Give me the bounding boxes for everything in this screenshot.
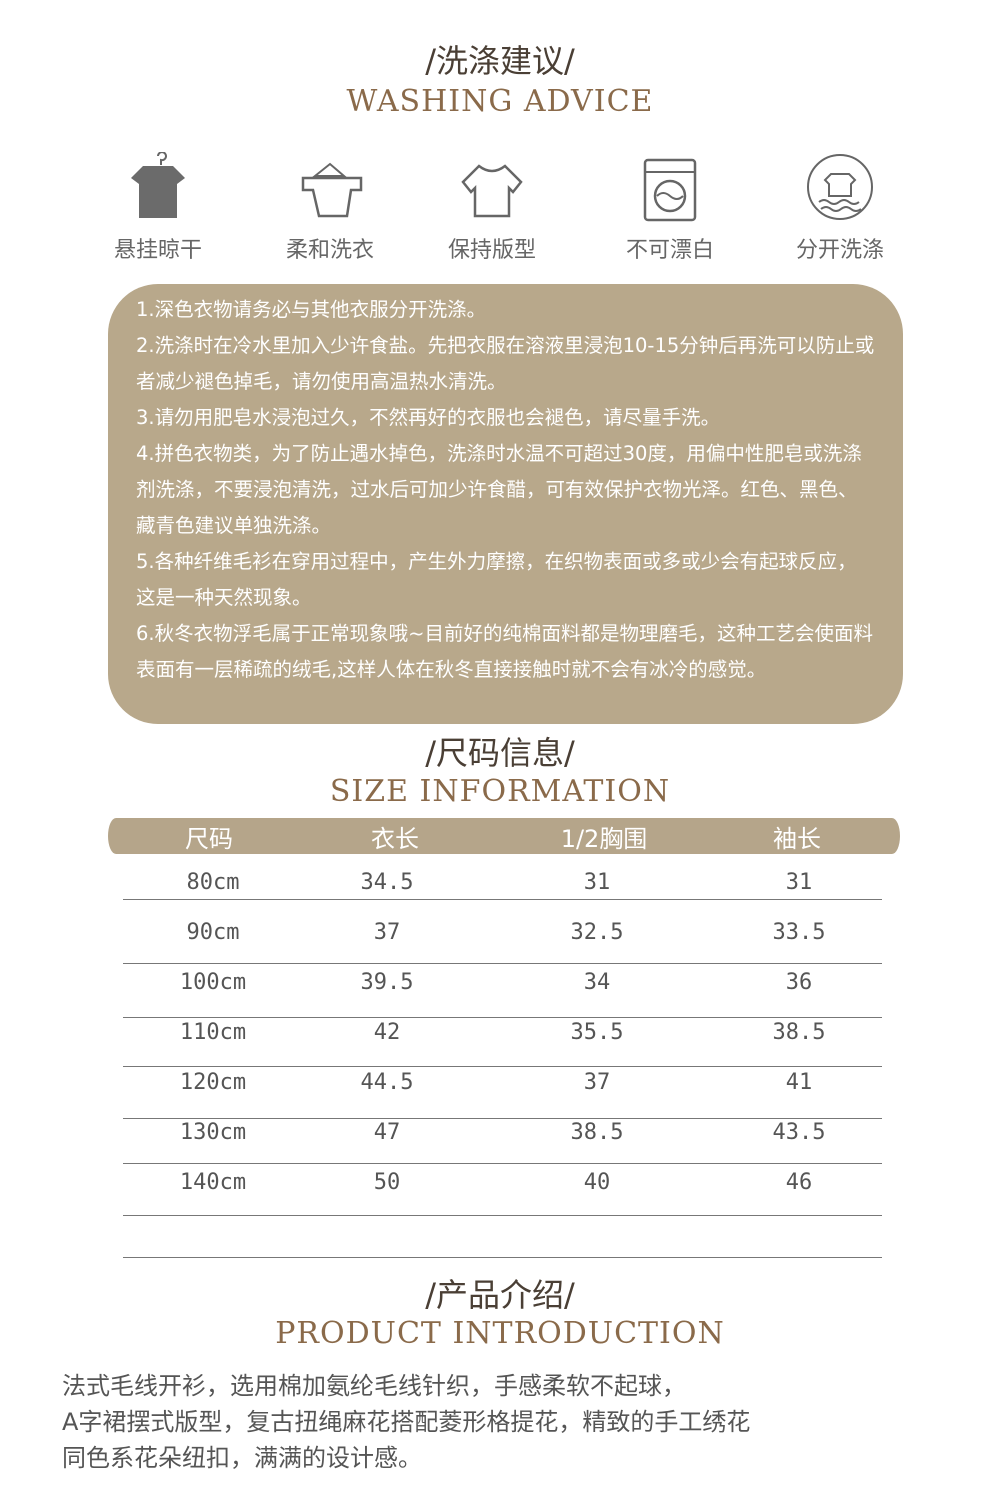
- table-cell: 90cm: [186, 920, 240, 945]
- intro-title-zh: /产品介绍/: [425, 1276, 575, 1314]
- intro-title-en: PRODUCT INTRODUCTION: [275, 1316, 725, 1351]
- table-cell: 50: [373, 1170, 401, 1195]
- detergent-scoop-icon: [301, 162, 363, 218]
- row-divider: [123, 899, 882, 900]
- icon-label: 悬挂晾干: [113, 238, 202, 263]
- note-2: 2.洗涤时在冷水里加入少许食盐。先把衣服在溶液里浸泡10-15分钟后再洗可以防止…: [136, 334, 875, 393]
- hanging-shirt-icon: [131, 152, 185, 218]
- intro-line: 法式毛线开衫，选用棉加氨纶毛线针织，手感柔软不起球，: [62, 1372, 686, 1400]
- table-cell: 37: [373, 920, 401, 945]
- table-cell: 110cm: [179, 1020, 247, 1045]
- icon-label: 不可漂白: [625, 238, 714, 263]
- table-cell: 140cm: [179, 1170, 247, 1195]
- row-divider: [123, 1257, 882, 1258]
- icon-label: 保持版型: [447, 238, 536, 263]
- washing-notes-panel: 1.深色衣物请务必与其他衣服分开洗涤。 2.洗涤时在冷水里加入少许食盐。先把衣服…: [108, 284, 903, 724]
- table-cell: 37: [583, 1070, 611, 1095]
- row-divider: [123, 1066, 882, 1067]
- table-cell: 41: [785, 1070, 813, 1095]
- note-3: 3.请勿用肥皂水浸泡过久，不然再好的衣服也会褪色，请尽量手洗。: [136, 406, 721, 429]
- icon-item-gentle-wash: 柔和洗衣: [250, 152, 410, 264]
- intro-line: A字裙摆式版型，复古扭绳麻花搭配菱形格提花，精致的手工绣花: [62, 1408, 751, 1436]
- note-6: 6.秋冬衣物浮毛属于正常现象哦~目前好的纯棉面料都是物理磨毛，这种工艺会使面料表…: [136, 622, 873, 681]
- table-cell: 34: [583, 970, 611, 995]
- row-divider: [123, 963, 882, 964]
- size-title-en: SIZE INFORMATION: [329, 774, 671, 809]
- table-cell: 100cm: [179, 970, 247, 995]
- tshirt-outline-icon: [461, 164, 523, 218]
- table-cell: 130cm: [179, 1120, 247, 1145]
- table-cell: 44.5: [360, 1070, 414, 1095]
- row-divider: [123, 1017, 882, 1018]
- table-cell: 38.5: [772, 1020, 826, 1045]
- table-cell: 31: [785, 870, 813, 895]
- size-table-header: 尺码 衣长 1/2胸围 袖长: [108, 818, 900, 854]
- separate-wash-icon: [807, 154, 873, 220]
- table-cell: 46: [785, 1170, 813, 1195]
- header-length: 衣长: [371, 825, 419, 853]
- table-cell: 42: [373, 1020, 401, 1045]
- icon-label: 柔和洗衣: [285, 238, 374, 263]
- table-cell: 120cm: [179, 1070, 247, 1095]
- header-size: 尺码: [185, 825, 233, 853]
- header-half-chest: 1/2胸围: [560, 825, 648, 853]
- icon-item-wash-separately: 分开洗涤: [760, 152, 920, 264]
- icon-item-keep-shape: 保持版型: [412, 152, 572, 264]
- table-cell: 31: [583, 870, 611, 895]
- table-cell: 33.5: [772, 920, 826, 945]
- icon-item-hang-dry: 悬挂晾干: [78, 152, 238, 264]
- washing-title-en: WASHING ADVICE: [346, 84, 654, 119]
- intro-line: 同色系花朵纽扣，满满的设计感。: [62, 1444, 422, 1472]
- icon-item-no-bleach: 不可漂白: [590, 152, 750, 264]
- row-divider: [123, 1215, 882, 1216]
- table-cell: 32.5: [570, 920, 624, 945]
- table-cell: 35.5: [570, 1020, 624, 1045]
- note-1: 1.深色衣物请务必与其他衣服分开洗涤。: [136, 298, 487, 321]
- table-cell: 43.5: [772, 1120, 826, 1145]
- washing-machine-icon: [643, 158, 697, 222]
- note-4: 4.拼色衣物类，为了防止遇水掉色，洗涤时水温不可超过30度，用偏中性肥皂或洗涤剂…: [136, 442, 862, 537]
- size-title-zh: /尺码信息/: [425, 734, 575, 772]
- table-cell: 40: [583, 1170, 611, 1195]
- table-cell: 47: [373, 1120, 401, 1145]
- row-divider: [123, 1163, 882, 1164]
- table-cell: 39.5: [360, 970, 414, 995]
- row-divider: [123, 1118, 882, 1119]
- table-cell: 38.5: [570, 1120, 624, 1145]
- icon-label: 分开洗涤: [795, 238, 884, 263]
- table-cell: 36: [785, 970, 813, 995]
- note-5: 5.各种纤维毛衫在穿用过程中，产生外力摩擦，在织物表面或多或少会有起球反应，这是…: [136, 550, 857, 609]
- header-sleeve: 袖长: [773, 825, 821, 853]
- washing-title-zh: /洗涤建议/: [425, 42, 575, 80]
- table-cell: 34.5: [360, 870, 414, 895]
- intro-text: 法式毛线开衫，选用棉加氨纶毛线针织，手感柔软不起球， A字裙摆式版型，复古扭绳麻…: [62, 1368, 750, 1476]
- table-cell: 80cm: [186, 870, 240, 895]
